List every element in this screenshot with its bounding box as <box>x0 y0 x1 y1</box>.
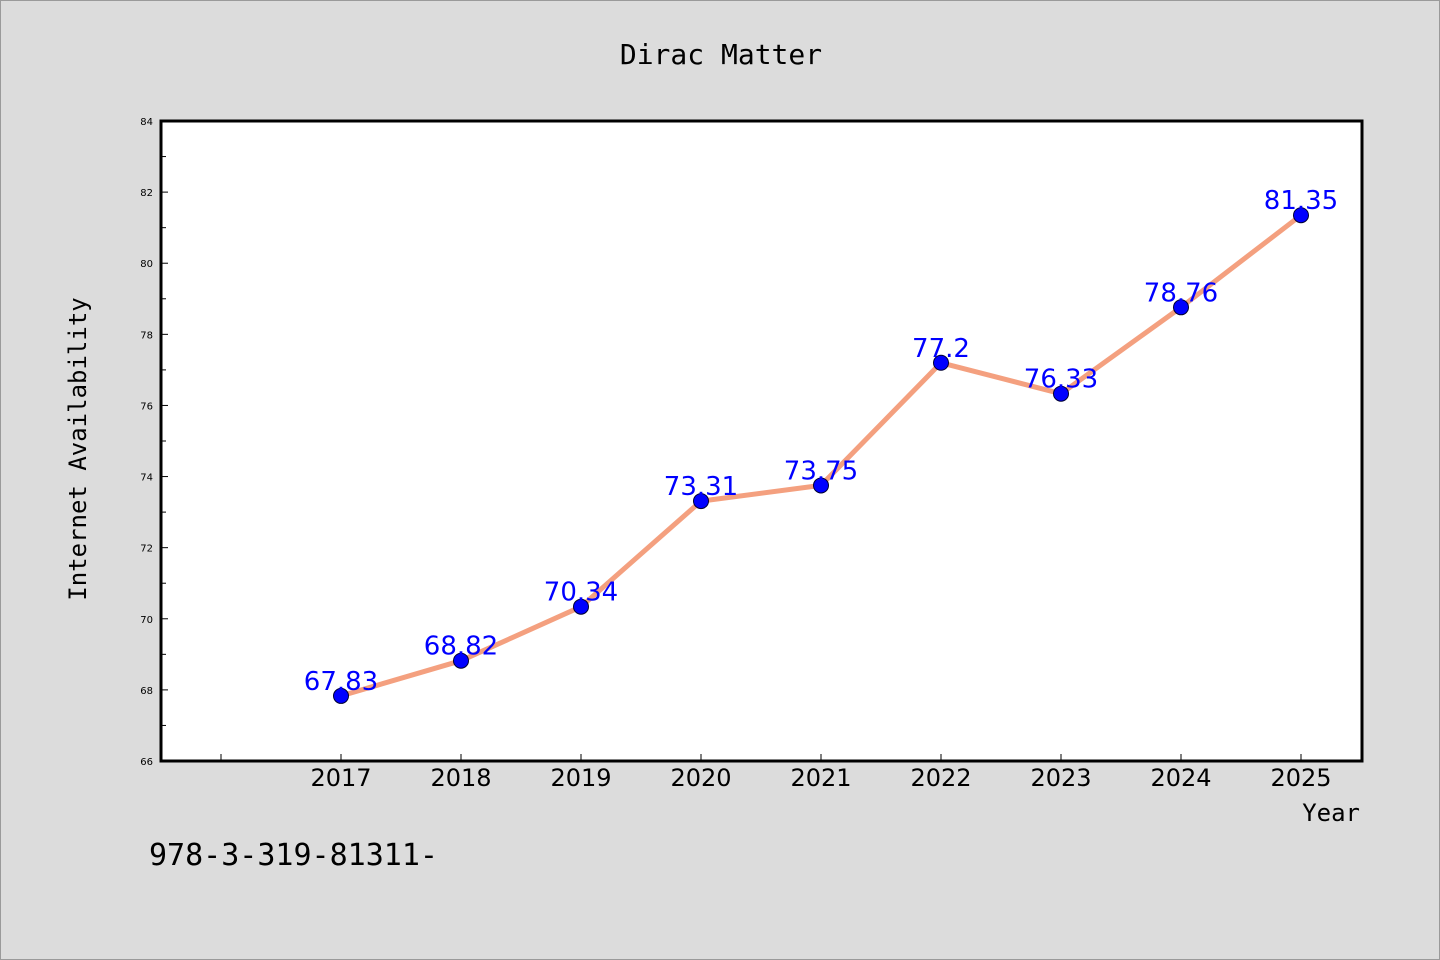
data-label: 77.2 <box>912 334 970 364</box>
x-axis: 2017 2018 2019 2020 2021 2022 2023 2024 2025 <box>220 754 1332 792</box>
data-labels: 67.83 68.82 70.34 73.31 73.75 77.2 76.33 78.76 8… <box>304 186 1338 697</box>
y-axis-title: Internet Availability <box>64 297 92 600</box>
x-tick-label: 2017 <box>310 764 371 792</box>
y-axis: 66 68 70 72 74 76 78 80 82 84 <box>140 117 168 768</box>
data-point <box>333 687 349 704</box>
plot-area <box>159 119 1364 763</box>
y-tick-label: 78 <box>140 330 153 341</box>
data-label: 70.34 <box>544 578 618 608</box>
data-label: 68.82 <box>424 632 498 662</box>
x-tick-label: 2023 <box>1030 764 1091 792</box>
x-axis-title: Year <box>1302 799 1360 827</box>
data-point <box>693 493 709 510</box>
footer-text: 978-3-319-81311- <box>149 838 438 873</box>
x-tick-label: 2021 <box>790 764 851 792</box>
x-tick-label: 2018 <box>430 764 491 792</box>
y-tick-label: 84 <box>140 117 153 128</box>
x-tick-label: 2019 <box>550 764 611 792</box>
data-label: 73.75 <box>784 456 858 486</box>
x-tick-label: 2020 <box>670 764 731 792</box>
data-point <box>813 477 829 494</box>
y-tick-label: 70 <box>140 615 153 626</box>
y-tick-label: 74 <box>140 473 153 484</box>
x-tick-label: 2022 <box>910 764 971 792</box>
y-tick-label: 66 <box>140 757 153 768</box>
series-markers <box>333 207 1309 704</box>
y-tick-label: 72 <box>140 544 153 555</box>
data-point <box>1173 299 1189 316</box>
data-label: 67.83 <box>304 667 378 697</box>
y-tick-label: 76 <box>140 401 153 412</box>
y-tick-label: 80 <box>140 259 153 270</box>
x-tick-label: 2025 <box>1270 764 1331 792</box>
data-label: 73.31 <box>664 472 738 502</box>
data-point <box>1293 207 1309 224</box>
x-tick-label: 2024 <box>1150 764 1211 792</box>
data-point <box>933 354 949 371</box>
chart-title: Dirac Matter <box>620 38 822 71</box>
y-tick-label: 82 <box>140 188 153 199</box>
data-label: 81.35 <box>1264 186 1338 216</box>
data-point <box>573 598 589 615</box>
data-point <box>453 652 469 669</box>
y-tick-label: 68 <box>140 686 153 697</box>
data-label: 76.33 <box>1024 365 1098 395</box>
data-label: 78.76 <box>1144 278 1218 308</box>
data-point <box>1053 385 1069 402</box>
